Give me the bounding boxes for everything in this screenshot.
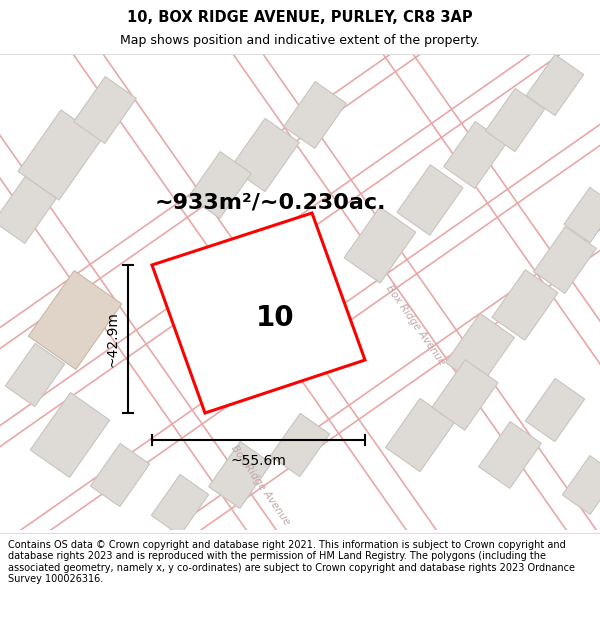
Text: ~42.9m: ~42.9m — [106, 311, 120, 367]
Polygon shape — [533, 227, 596, 293]
Polygon shape — [18, 110, 102, 200]
Polygon shape — [28, 271, 122, 369]
Polygon shape — [432, 360, 498, 430]
Polygon shape — [492, 270, 558, 340]
Polygon shape — [526, 378, 584, 442]
Polygon shape — [271, 413, 329, 477]
Text: 10: 10 — [256, 304, 295, 332]
Polygon shape — [479, 422, 541, 488]
Polygon shape — [526, 54, 584, 116]
Polygon shape — [562, 456, 600, 514]
Text: Box Ridge Avenue: Box Ridge Avenue — [229, 443, 292, 527]
Polygon shape — [443, 122, 506, 188]
Polygon shape — [30, 392, 110, 478]
Polygon shape — [230, 118, 299, 192]
Text: 10, BOX RIDGE AVENUE, PURLEY, CR8 3AP: 10, BOX RIDGE AVENUE, PURLEY, CR8 3AP — [127, 10, 473, 25]
Text: ~55.6m: ~55.6m — [230, 454, 286, 468]
Polygon shape — [284, 82, 346, 148]
Text: Contains OS data © Crown copyright and database right 2021. This information is : Contains OS data © Crown copyright and d… — [8, 539, 575, 584]
Polygon shape — [188, 152, 251, 218]
Polygon shape — [5, 343, 65, 407]
Text: Map shows position and indicative extent of the property.: Map shows position and indicative extent… — [120, 34, 480, 47]
Polygon shape — [397, 165, 463, 235]
Polygon shape — [386, 398, 454, 472]
Text: Box Ridge Avenue: Box Ridge Avenue — [383, 283, 446, 367]
Polygon shape — [74, 77, 136, 143]
Polygon shape — [151, 474, 209, 536]
Polygon shape — [152, 213, 365, 413]
Polygon shape — [564, 188, 600, 242]
Polygon shape — [91, 443, 149, 507]
Polygon shape — [446, 313, 514, 387]
Polygon shape — [0, 177, 56, 243]
Polygon shape — [209, 442, 271, 508]
Polygon shape — [344, 207, 416, 283]
Text: ~933m²/~0.230ac.: ~933m²/~0.230ac. — [155, 193, 386, 213]
Polygon shape — [485, 88, 545, 152]
